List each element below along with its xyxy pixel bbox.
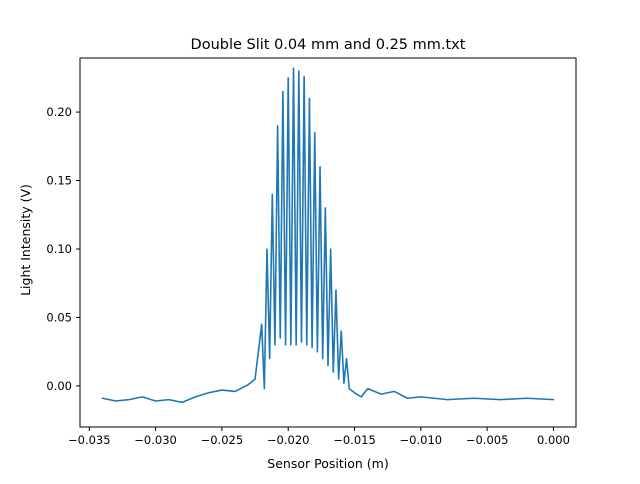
series-line-0 xyxy=(101,67,555,404)
x-tick-label: −0.030 xyxy=(134,433,177,447)
x-tick-label: −0.025 xyxy=(201,433,244,447)
chart-title: Double Slit 0.04 mm and 0.25 mm.txt xyxy=(191,37,466,53)
y-tick-label: 0.20 xyxy=(46,105,72,119)
x-tick-label: −0.015 xyxy=(333,433,376,447)
y-tick-label: 0.00 xyxy=(46,379,72,393)
y-tick-label: 0.15 xyxy=(46,174,72,188)
x-tick-label: −0.010 xyxy=(400,433,443,447)
axes-frame xyxy=(79,57,577,428)
y-axis-label: Light Intensity (V) xyxy=(18,184,33,296)
x-tick-label: −0.035 xyxy=(68,433,111,447)
x-tick-label: −0.005 xyxy=(466,433,509,447)
y-tick-label: 0.05 xyxy=(46,310,72,324)
plot-area: −0.035 −0.030 −0.025 −0.020 −0.015 −0.010 −0.0… xyxy=(46,57,577,447)
y-tick-label: 0.10 xyxy=(46,242,72,256)
x-tick-label: 0.000 xyxy=(537,433,570,447)
x-axis-label: Sensor Position (m) xyxy=(267,456,388,471)
x-tick-label: −0.020 xyxy=(267,433,310,447)
